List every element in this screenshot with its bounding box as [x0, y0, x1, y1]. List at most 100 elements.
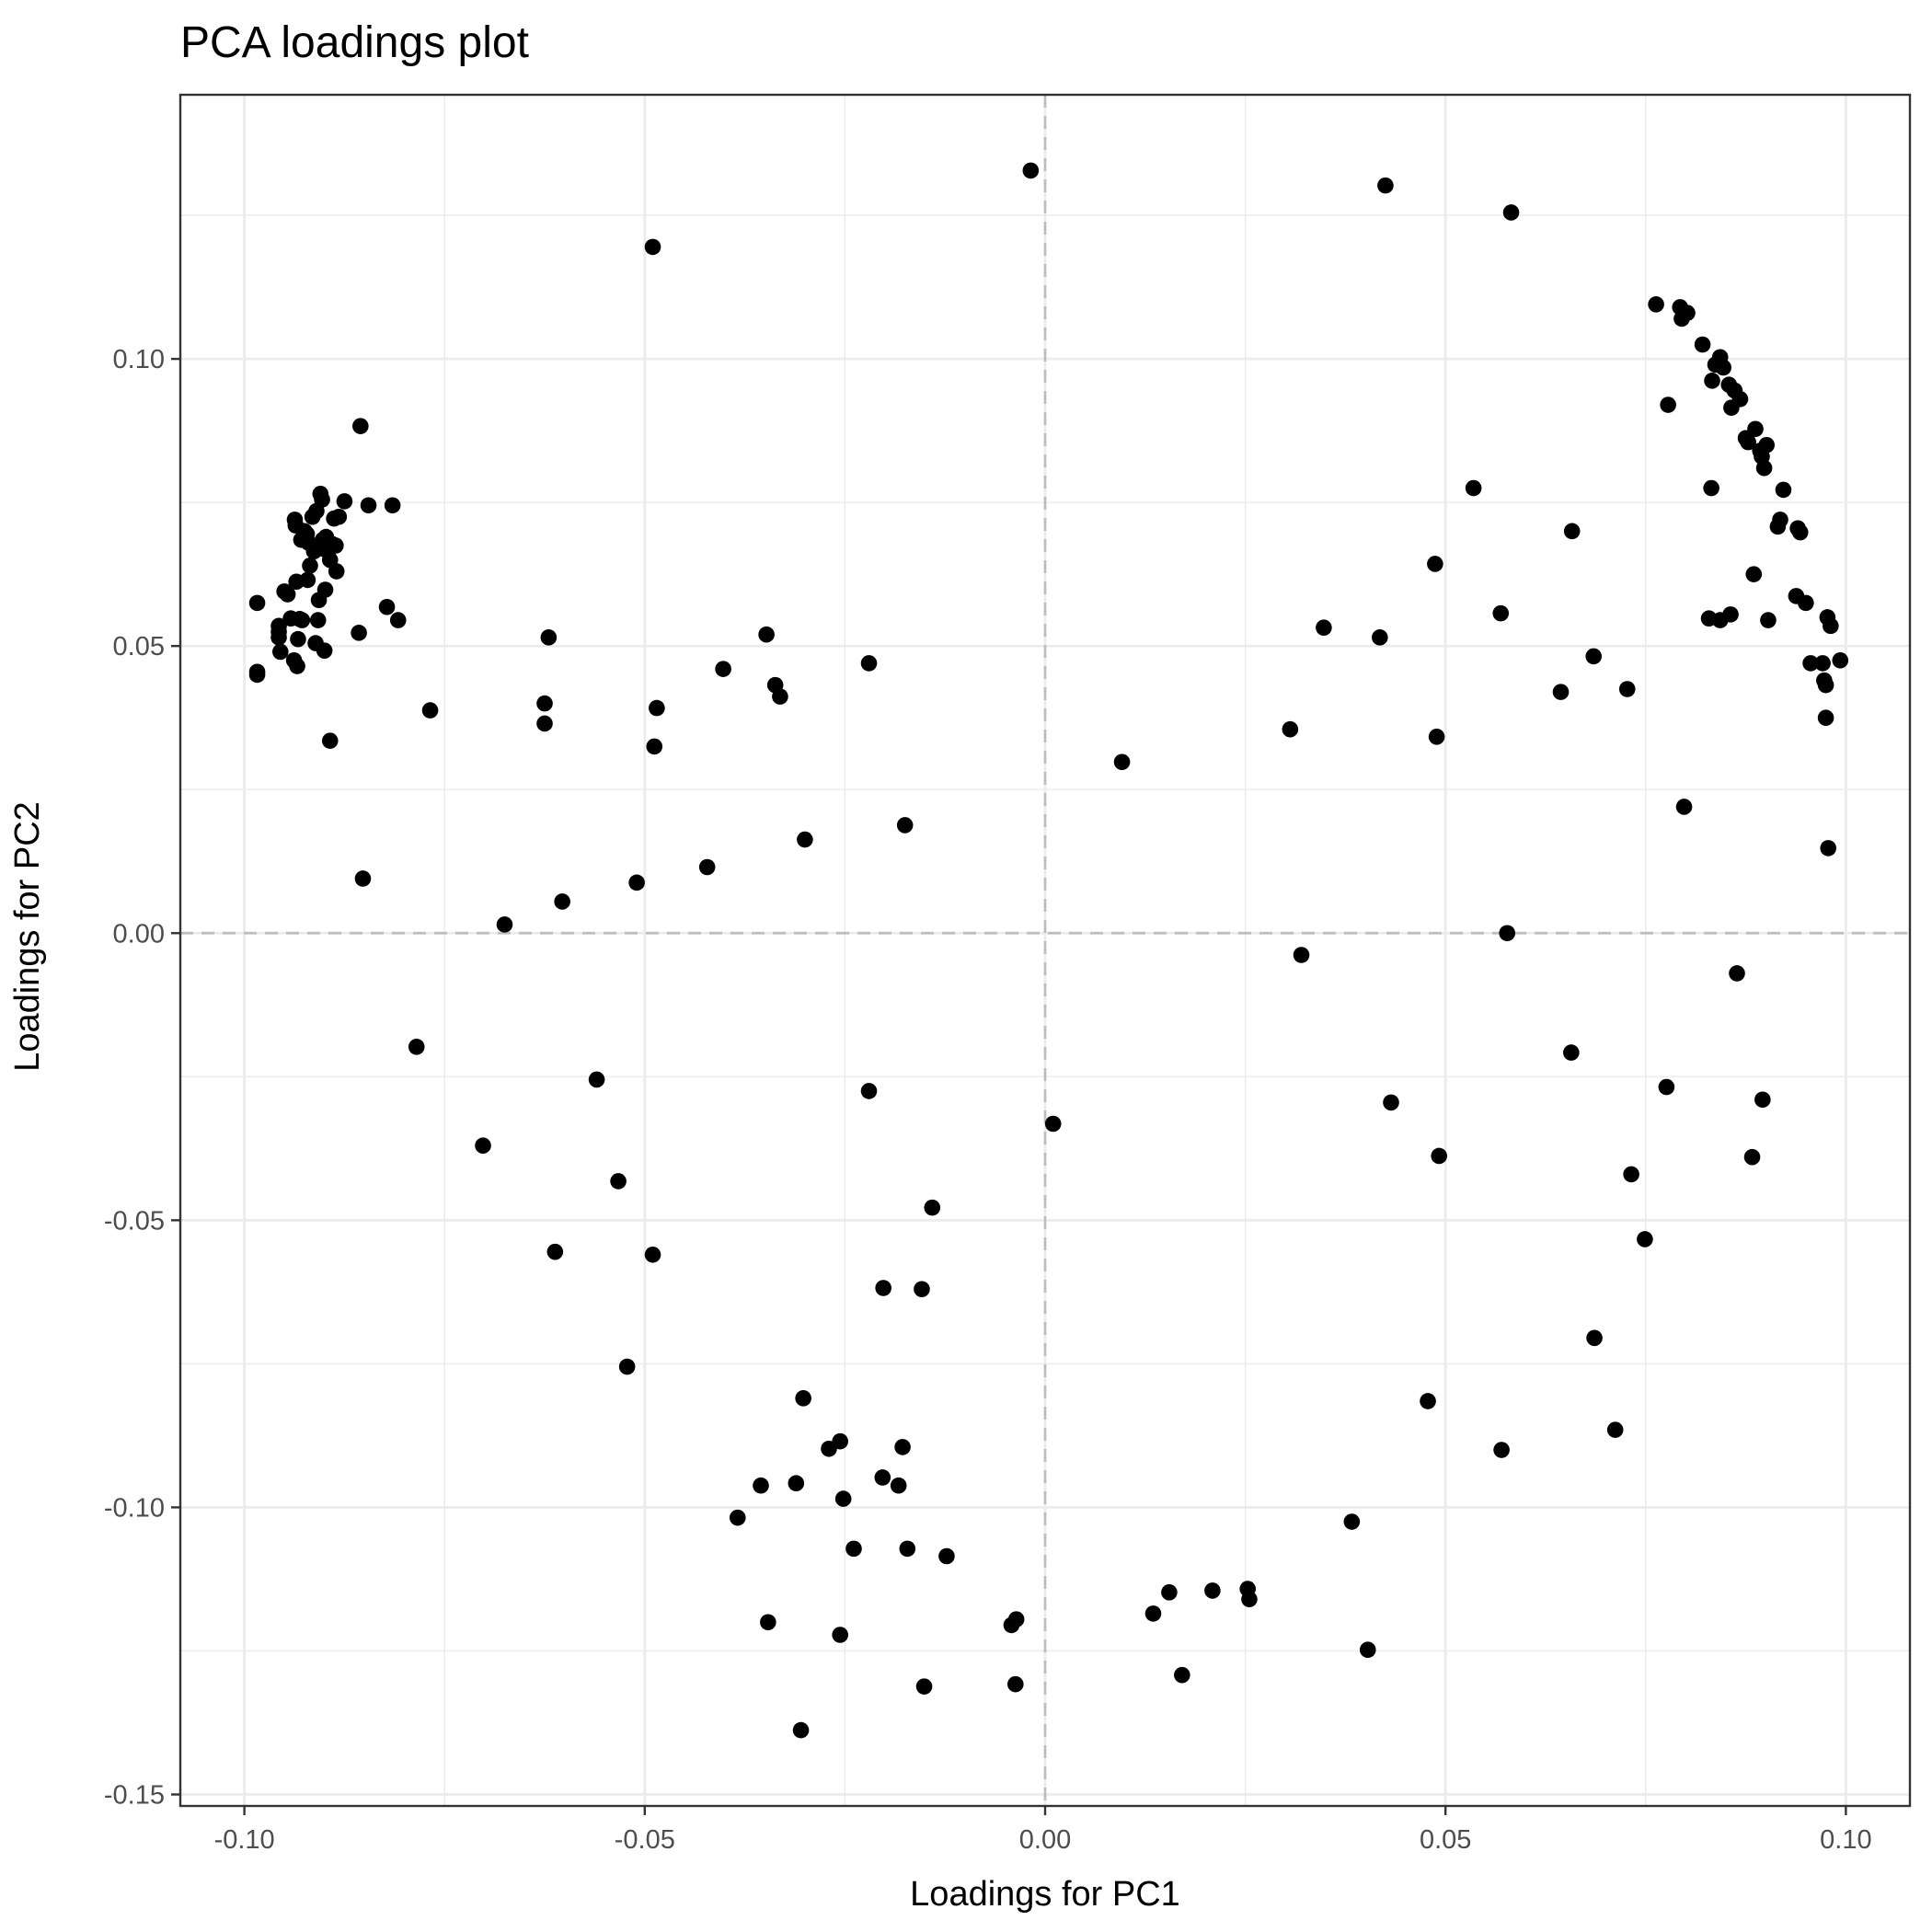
x-tick-label: 0.00 — [1019, 1825, 1071, 1855]
data-point — [1241, 1591, 1258, 1608]
data-point — [1282, 720, 1299, 738]
data-point — [894, 1439, 911, 1455]
data-point — [834, 1490, 852, 1507]
data-point — [1798, 594, 1814, 612]
y-tick-label: 0.05 — [113, 632, 165, 661]
zero-reference-lines — [180, 95, 1910, 1806]
data-point — [760, 1614, 776, 1631]
data-point — [649, 699, 665, 717]
data-point — [1563, 1044, 1580, 1061]
data-point — [610, 1173, 627, 1190]
chart-title: PCA loadings plot — [180, 18, 529, 67]
data-point — [832, 1627, 848, 1643]
x-axis-title: Loadings for PC1 — [910, 1875, 1180, 1914]
data-point — [1817, 676, 1834, 694]
data-point — [1637, 1231, 1653, 1248]
y-axis-title: Loadings for PC2 — [8, 801, 47, 1072]
data-point — [290, 630, 306, 648]
data-point — [792, 1721, 810, 1739]
data-point — [554, 893, 570, 910]
data-point — [698, 858, 716, 876]
data-point — [1623, 1166, 1639, 1183]
data-point — [314, 491, 330, 508]
data-point — [1428, 729, 1445, 745]
data-point — [1044, 1115, 1062, 1133]
data-point — [1679, 305, 1696, 321]
data-point — [1747, 420, 1764, 438]
data-point — [896, 817, 914, 834]
y-tick-label: 0.00 — [113, 919, 165, 949]
data-point — [248, 666, 266, 684]
data-point — [1814, 655, 1831, 672]
y-tick-label: -0.15 — [104, 1781, 165, 1811]
data-point — [1820, 840, 1837, 857]
y-axis: -0.15 -0.10 -0.05 0.00 0.05 0.10 — [104, 345, 180, 1811]
data-point — [1722, 606, 1739, 623]
y-tick-label: -0.10 — [104, 1493, 165, 1523]
data-point — [1293, 947, 1310, 963]
data-point — [758, 626, 775, 643]
data-point — [795, 1390, 811, 1407]
data-point — [644, 238, 661, 256]
data-point — [715, 661, 731, 677]
data-point — [321, 732, 339, 749]
data-point — [1743, 1148, 1761, 1166]
data-point — [1586, 1329, 1603, 1347]
data-point — [646, 738, 663, 755]
data-point — [384, 497, 401, 514]
data-point — [536, 695, 553, 712]
data-point — [1823, 617, 1839, 635]
data-point — [360, 497, 377, 514]
data-point — [1499, 925, 1516, 942]
data-point — [874, 1469, 891, 1486]
data-point — [1316, 619, 1332, 637]
data-point — [1563, 523, 1581, 540]
data-point — [309, 612, 327, 628]
data-point — [1740, 433, 1756, 451]
data-point — [772, 688, 788, 705]
data-point — [1585, 648, 1603, 665]
data-point — [729, 1509, 746, 1526]
x-axis: -0.10 -0.05 0.00 0.05 0.10 — [214, 1806, 1872, 1855]
data-point — [1377, 177, 1394, 194]
data-point — [302, 558, 318, 574]
data-point — [1658, 1078, 1675, 1096]
data-point — [890, 1477, 907, 1494]
data-point — [496, 916, 513, 933]
data-point — [1493, 1442, 1510, 1458]
data-point — [1660, 397, 1676, 413]
data-point — [389, 612, 407, 628]
data-point — [1694, 336, 1711, 353]
data-point — [270, 629, 287, 646]
data-point — [279, 586, 296, 603]
data-point — [1802, 655, 1819, 672]
data-point — [1754, 1091, 1771, 1109]
data-point — [753, 1477, 769, 1494]
data-point — [293, 612, 311, 628]
data-point — [1204, 1582, 1221, 1599]
data-point — [875, 1280, 891, 1296]
data-point — [1343, 1513, 1361, 1530]
data-point — [1729, 965, 1745, 982]
data-point — [289, 658, 305, 674]
x-tick-label: -0.05 — [615, 1825, 675, 1855]
data-point — [1775, 481, 1792, 499]
y-tick-label: -0.05 — [104, 1206, 165, 1236]
data-point — [354, 870, 372, 887]
data-point — [924, 1199, 941, 1216]
data-point — [832, 1432, 848, 1450]
data-point — [1675, 799, 1693, 815]
data-point — [1372, 629, 1388, 646]
data-point — [1755, 459, 1773, 477]
data-point — [1648, 296, 1664, 313]
data-point — [1174, 1666, 1190, 1684]
data-point — [378, 598, 396, 615]
data-point — [1007, 1611, 1025, 1627]
data-point — [1618, 681, 1636, 697]
data-point — [1703, 479, 1719, 497]
x-tick-label: 0.05 — [1420, 1825, 1471, 1855]
data-point — [1552, 684, 1570, 700]
x-tick-label: -0.10 — [214, 1825, 275, 1855]
data-point — [1006, 1675, 1024, 1693]
